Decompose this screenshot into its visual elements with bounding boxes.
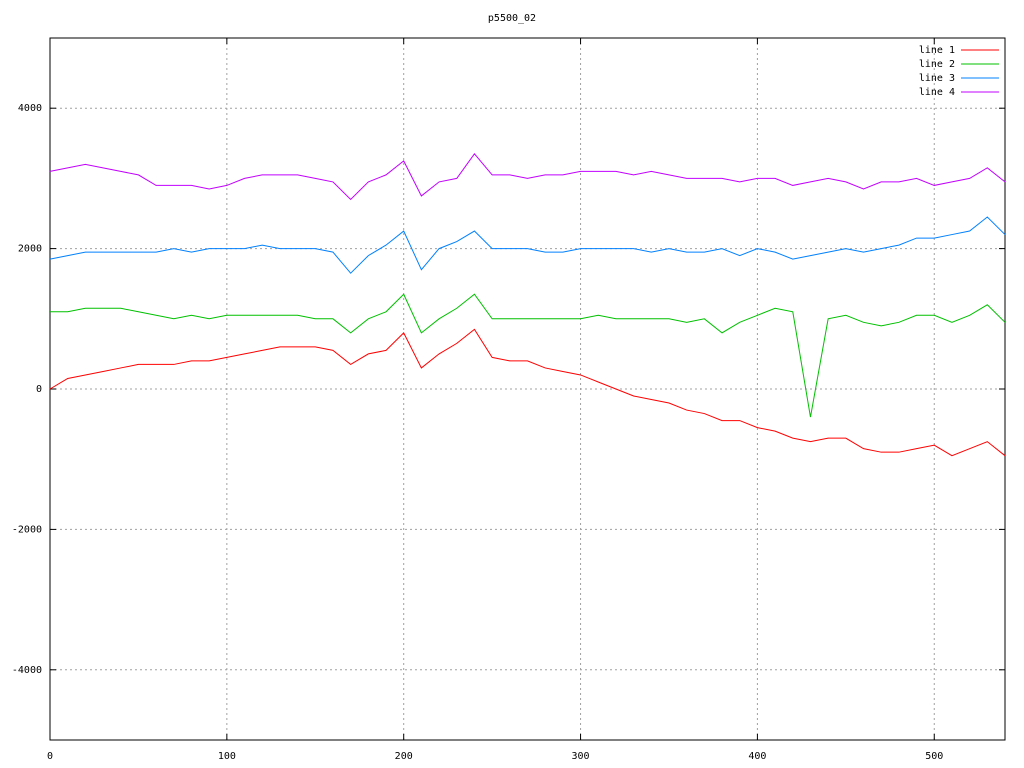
x-tick-label: 500 xyxy=(925,751,943,762)
legend-label: line 3 xyxy=(919,73,955,84)
x-tick-label: 300 xyxy=(572,751,590,762)
x-tick-label: 100 xyxy=(218,751,236,762)
data-line xyxy=(50,293,1006,418)
legend-label: line 1 xyxy=(919,45,955,56)
legend-label: line 2 xyxy=(919,59,955,70)
chart-title: p5500_02 xyxy=(488,13,536,24)
y-tick-label: 2000 xyxy=(18,244,42,255)
y-tick-label: -2000 xyxy=(12,524,42,535)
y-tick-label: -4000 xyxy=(12,665,42,676)
legend-label: line 4 xyxy=(919,87,955,98)
data-line xyxy=(49,216,1006,274)
y-tick-label: 0 xyxy=(36,384,42,395)
x-tick-label: 200 xyxy=(395,751,413,762)
x-tick-label: 0 xyxy=(47,751,53,762)
y-tick-label: 4000 xyxy=(18,103,42,114)
data-line xyxy=(49,328,1006,457)
data-line xyxy=(49,153,1006,201)
x-tick-label: 400 xyxy=(748,751,766,762)
